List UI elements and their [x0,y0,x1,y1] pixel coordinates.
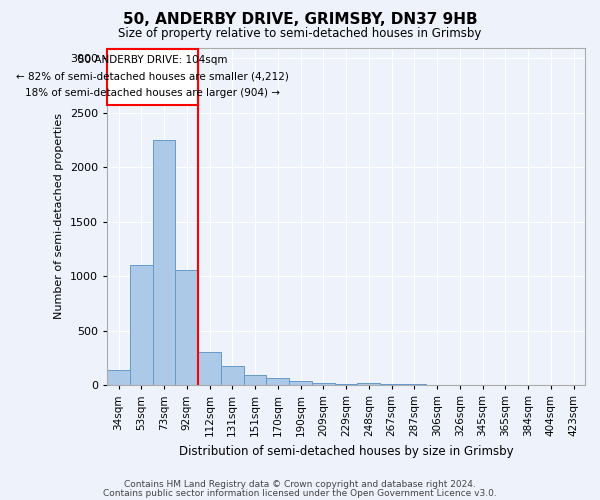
Text: 50 ANDERBY DRIVE: 104sqm: 50 ANDERBY DRIVE: 104sqm [78,54,227,64]
Bar [312,383,335,385]
Bar [358,384,380,385]
Bar [107,370,130,385]
Bar [130,266,152,385]
Y-axis label: Number of semi-detached properties: Number of semi-detached properties [55,114,64,320]
Bar [266,378,289,385]
Bar [198,352,221,385]
Text: Contains HM Land Registry data © Crown copyright and database right 2024.: Contains HM Land Registry data © Crown c… [124,480,476,489]
Bar [244,375,266,385]
Bar [107,48,198,105]
Bar [152,140,175,385]
Bar [289,381,312,385]
Bar [335,384,358,385]
Bar [380,384,403,385]
X-axis label: Distribution of semi-detached houses by size in Grimsby: Distribution of semi-detached houses by … [179,444,514,458]
Text: 50, ANDERBY DRIVE, GRIMSBY, DN37 9HB: 50, ANDERBY DRIVE, GRIMSBY, DN37 9HB [122,12,478,28]
Bar [403,384,426,385]
Text: Size of property relative to semi-detached houses in Grimsby: Size of property relative to semi-detach… [118,28,482,40]
Bar [175,270,198,385]
Bar [221,366,244,385]
Text: ← 82% of semi-detached houses are smaller (4,212): ← 82% of semi-detached houses are smalle… [16,72,289,82]
Text: 18% of semi-detached houses are larger (904) →: 18% of semi-detached houses are larger (… [25,88,280,99]
Text: Contains public sector information licensed under the Open Government Licence v3: Contains public sector information licen… [103,488,497,498]
